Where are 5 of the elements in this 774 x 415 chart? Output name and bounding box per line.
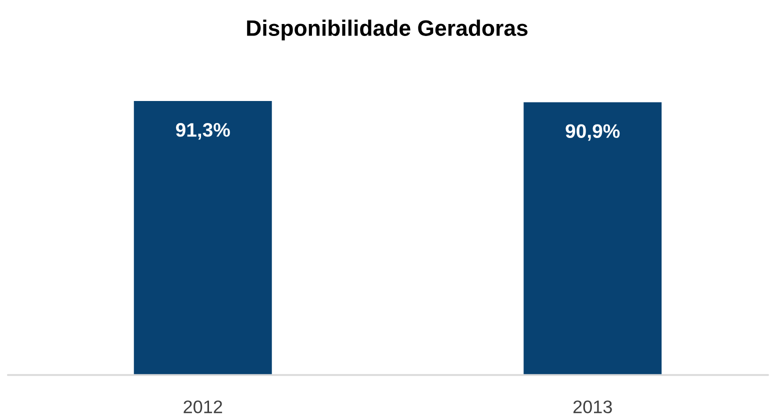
data-label: 90,9% [566,124,620,141]
data-label: 91,3% [176,123,230,140]
chart-title: Disponibilidade Geradoras [247,20,528,40]
x-tick-label: 2013 [573,400,612,414]
x-tick-label: 2012 [184,400,222,414]
